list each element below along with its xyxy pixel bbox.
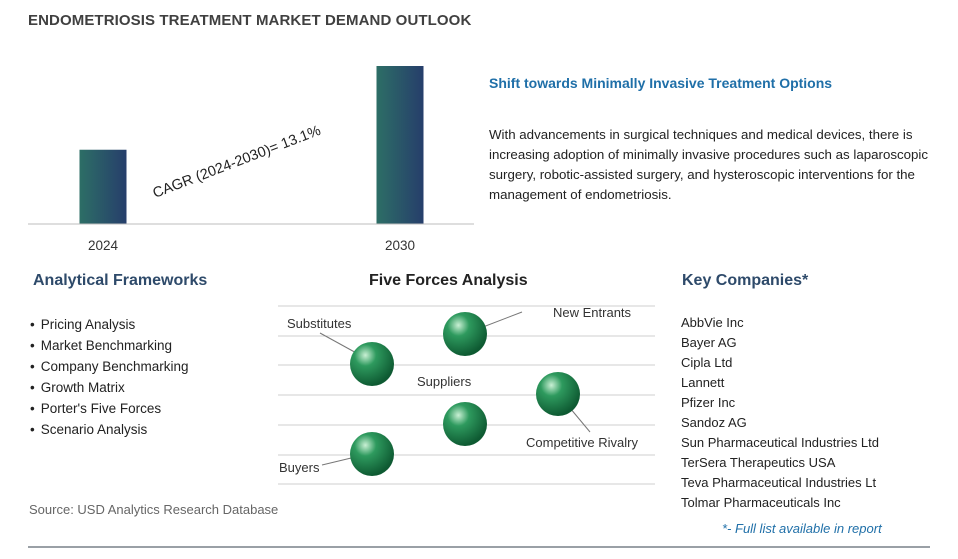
label-substitutes: Substitutes bbox=[287, 316, 352, 331]
shift-title: Shift towards Minimally Invasive Treatme… bbox=[489, 75, 833, 91]
page-title: ENDOMETRIOSIS TREATMENT MARKET DEMAND OU… bbox=[28, 12, 472, 29]
list-item: Lannett bbox=[681, 375, 725, 390]
connector-line bbox=[319, 332, 361, 356]
label-new-entrants: New Entrants bbox=[553, 305, 632, 320]
list-item: Scenario Analysis bbox=[30, 419, 189, 440]
label-competitive-rivalry: Competitive Rivalry bbox=[526, 435, 638, 450]
list-item: Tolmar Pharmaceuticals Inc bbox=[681, 495, 841, 510]
list-item: Company Benchmarking bbox=[30, 356, 189, 377]
five-forces-title: Five Forces Analysis bbox=[369, 272, 528, 289]
list-item: Teva Pharmaceutical Industries Lt bbox=[681, 475, 877, 490]
companies-title: Key Companies* bbox=[682, 272, 809, 289]
list-item: Sun Pharmaceutical Industries Ltd bbox=[681, 435, 879, 450]
bar-2030 bbox=[376, 66, 424, 224]
list-item: Pfizer Inc bbox=[681, 395, 736, 410]
label-buyers: Buyers bbox=[279, 460, 320, 475]
sphere-new-entrants bbox=[443, 312, 487, 356]
sphere-buyers bbox=[350, 432, 394, 476]
shift-description: With advancements in surgical techniques… bbox=[489, 127, 929, 202]
bottom-divider bbox=[28, 546, 930, 548]
list-item: TerSera Therapeutics USA bbox=[681, 455, 836, 470]
x-tick-label: 2024 bbox=[88, 238, 119, 253]
sphere-competitive-rivalry bbox=[536, 372, 580, 416]
list-item: AbbVie Inc bbox=[681, 315, 744, 330]
list-item: Bayer AG bbox=[681, 335, 737, 350]
label-suppliers: Suppliers bbox=[417, 374, 472, 389]
list-item: Sandoz AG bbox=[681, 415, 747, 430]
x-tick-label: 2030 bbox=[385, 238, 415, 253]
list-item: Pricing Analysis bbox=[30, 314, 189, 335]
list-item: Market Benchmarking bbox=[30, 335, 189, 356]
frameworks-title: Analytical Frameworks bbox=[33, 272, 208, 289]
sphere-substitutes bbox=[350, 342, 394, 386]
sphere-suppliers bbox=[443, 402, 487, 446]
companies-list: AbbVie Inc Bayer AG Cipla Ltd Lannett Pf… bbox=[681, 313, 879, 513]
bar-2024 bbox=[79, 149, 127, 224]
list-item: Cipla Ltd bbox=[681, 355, 733, 370]
frameworks-list: Pricing Analysis Market Benchmarking Com… bbox=[30, 314, 189, 440]
list-item: Porter's Five Forces bbox=[30, 398, 189, 419]
list-item: Growth Matrix bbox=[30, 377, 189, 398]
companies-note: *- Full list available in report bbox=[722, 521, 882, 536]
source-text: Source: USD Analytics Research Database bbox=[29, 502, 279, 517]
